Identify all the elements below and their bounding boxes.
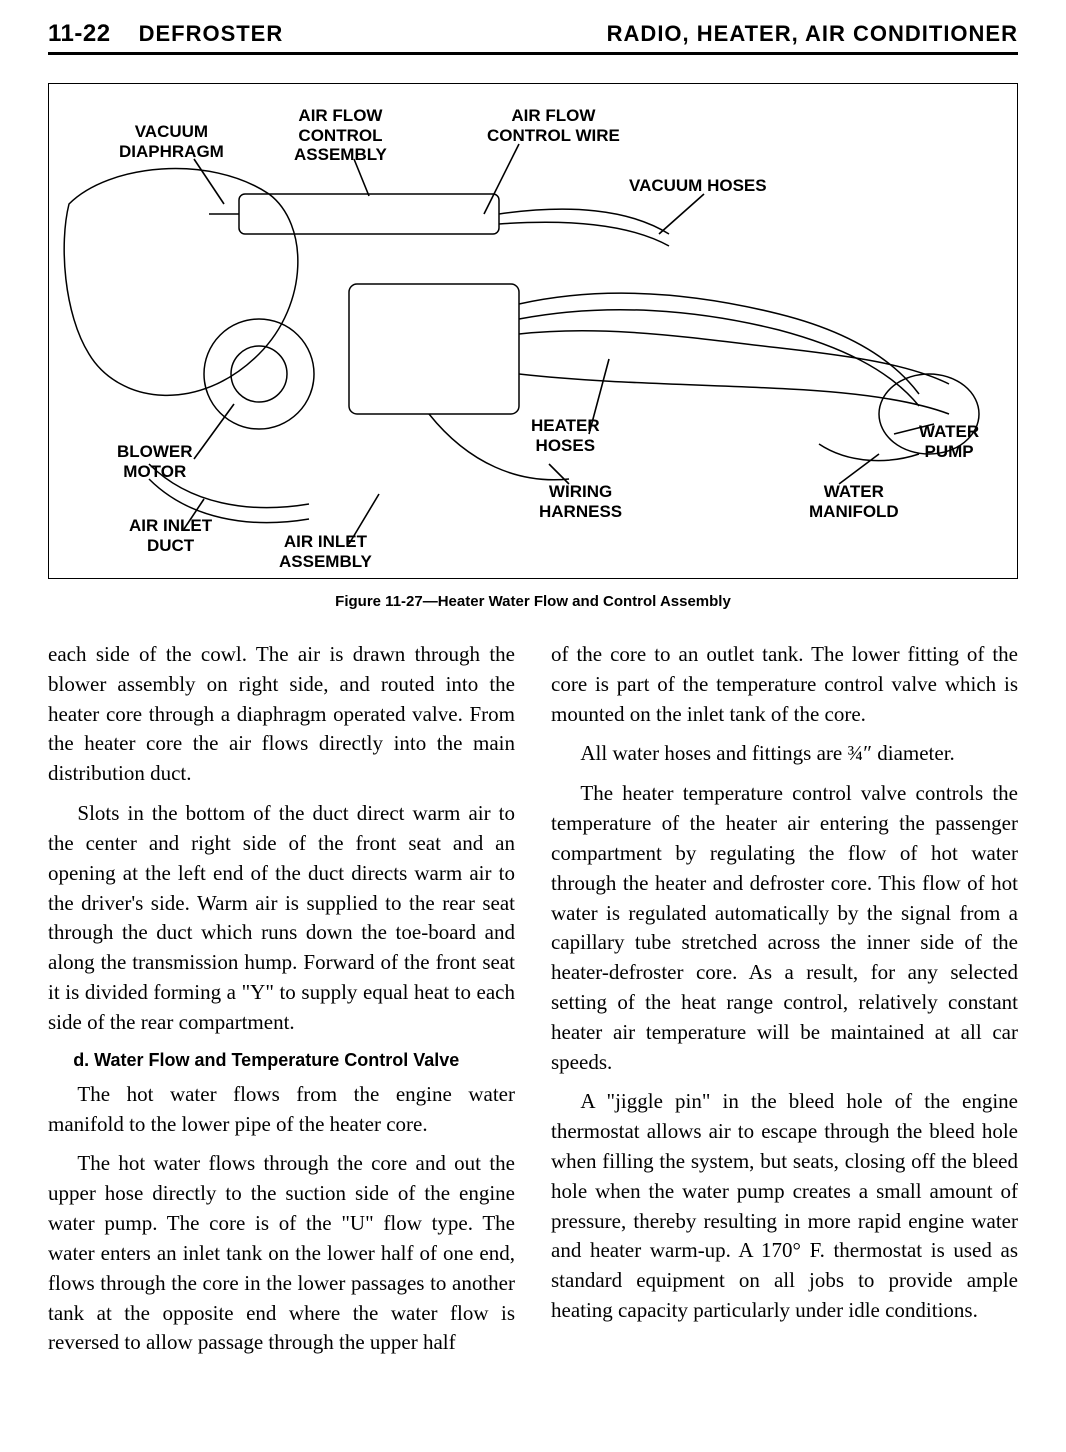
column-right: of the core to an outlet tank. The lower… — [551, 640, 1018, 1368]
manual-page: 11-22 DEFROSTER RADIO, HEATER, AIR CONDI… — [0, 0, 1066, 1452]
body-paragraph: The heater temperature control valve con… — [551, 779, 1018, 1077]
header-left: 11-22 DEFROSTER — [48, 20, 283, 48]
label-air-flow-control-wire: AIR FLOWCONTROL WIRE — [487, 106, 620, 145]
figure-box: VACUUMDIAPHRAGM AIR FLOWCONTROLASSEMBLY … — [48, 83, 1018, 579]
body-paragraph: of the core to an outlet tank. The lower… — [551, 640, 1018, 729]
body-paragraph: A "jiggle pin" in the bleed hole of the … — [551, 1087, 1018, 1326]
figure-caption: Figure 11-27—Heater Water Flow and Contr… — [48, 593, 1018, 610]
body-paragraph: All water hoses and fittings are ¾″ diam… — [551, 739, 1018, 769]
label-vacuum-hoses: VACUUM HOSES — [629, 176, 767, 196]
section-title-right: RADIO, HEATER, AIR CONDITIONER — [607, 21, 1018, 47]
body-paragraph: The hot water flows through the core and… — [48, 1149, 515, 1358]
body-paragraph: Slots in the bottom of the duct direct w… — [48, 799, 515, 1038]
section-title-left: DEFROSTER — [139, 21, 284, 47]
label-wiring-harness: WIRINGHARNESS — [539, 482, 622, 521]
page-number: 11-22 — [48, 20, 111, 48]
label-air-inlet-duct: AIR INLETDUCT — [129, 516, 212, 555]
label-heater-hoses: HEATERHOSES — [531, 416, 600, 455]
body-columns: each side of the cowl. The air is drawn … — [48, 640, 1018, 1368]
label-water-pump: WATERPUMP — [919, 422, 979, 461]
body-paragraph: The hot water flows from the engine wate… — [48, 1080, 515, 1140]
body-paragraph: each side of the cowl. The air is drawn … — [48, 640, 515, 789]
column-left: each side of the cowl. The air is drawn … — [48, 640, 515, 1368]
label-vacuum-diaphragm: VACUUMDIAPHRAGM — [119, 122, 224, 161]
page-header: 11-22 DEFROSTER RADIO, HEATER, AIR CONDI… — [48, 20, 1018, 55]
label-water-manifold: WATERMANIFOLD — [809, 482, 899, 521]
subheading-d: d. Water Flow and Temperature Control Va… — [73, 1048, 515, 1072]
label-air-inlet-assembly: AIR INLETASSEMBLY — [279, 532, 372, 571]
label-blower-motor: BLOWERMOTOR — [117, 442, 193, 481]
label-air-flow-control-assembly: AIR FLOWCONTROLASSEMBLY — [294, 106, 387, 165]
